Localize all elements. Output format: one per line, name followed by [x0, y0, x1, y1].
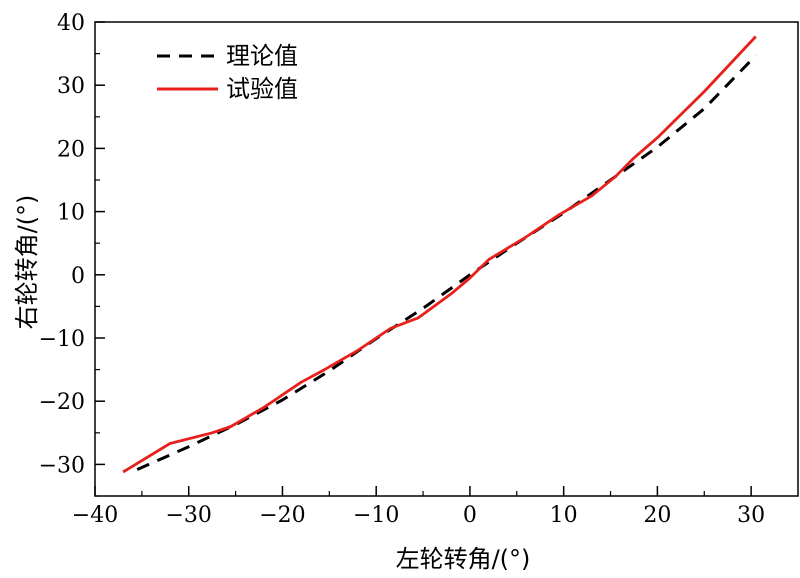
y-tick-label: 20 — [57, 137, 85, 162]
x-tick-label: 0 — [463, 503, 477, 528]
x-tick-label: 30 — [737, 503, 765, 528]
axes: −40 −30 −20 −10 0 10 20 30 −30 −20 −10 0 10 20 30 40 — [39, 11, 799, 528]
series-line-2 — [122, 35, 757, 474]
y-tick-label: 10 — [57, 201, 85, 226]
x-tick-label: 10 — [550, 503, 578, 528]
x-tick-label: −30 — [166, 503, 212, 528]
plot-frame — [94, 21, 799, 497]
x-tick-label: −40 — [72, 503, 118, 528]
legend-label-2: 试验值 — [226, 75, 298, 103]
y-tick-label: −20 — [39, 390, 85, 415]
y-tick-label: 0 — [71, 264, 85, 289]
y-tick-label: −30 — [39, 453, 85, 478]
series-line-1 — [136, 54, 757, 471]
x-tick-label: 20 — [643, 503, 671, 528]
x-axis-title: 左轮转角/(°) — [396, 545, 531, 573]
y-tick-label: 40 — [57, 11, 85, 36]
x-tick-label: −20 — [259, 503, 305, 528]
series-lines — [122, 35, 757, 474]
y-tick-label: −10 — [39, 327, 85, 352]
axis-titles: 左轮转角/(°) 右轮转角/(°) — [13, 195, 530, 573]
y-tick-label: 30 — [57, 74, 85, 99]
y-axis-title: 右轮转角/(°) — [13, 195, 41, 330]
legend-label-1: 理论值 — [226, 42, 298, 70]
x-tick-label: −10 — [353, 503, 399, 528]
